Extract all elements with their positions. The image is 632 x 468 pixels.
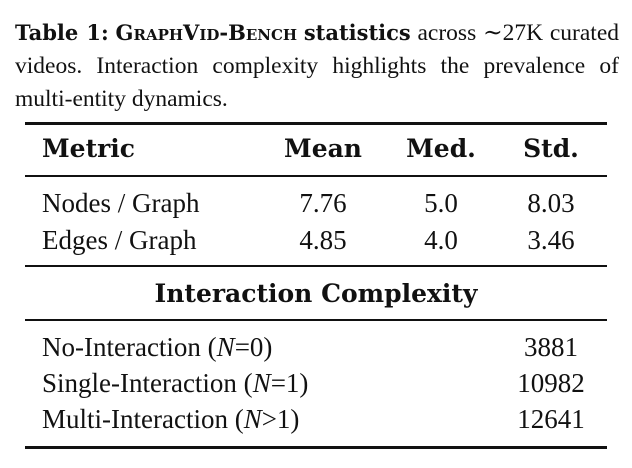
row-edges-std: 3.46	[527, 225, 575, 255]
row-multi-interaction-count: 12641	[517, 404, 585, 434]
caption-text: across ∼27K curated videos. Interaction …	[15, 20, 620, 112]
caption-emphasis: statistics	[303, 20, 411, 45]
header-std: Std.	[523, 134, 579, 163]
top-rule	[25, 122, 607, 125]
bottom-rule	[25, 446, 607, 449]
row-single-interaction-label: Single-Interaction (N=1)	[42, 368, 309, 398]
header-metric: Metric	[42, 134, 136, 163]
row-nodes-mean: 7.76	[299, 188, 347, 218]
header-median: Med.	[406, 134, 476, 163]
table-caption: Table 1: GraphVid-Bench statistics acros…	[15, 16, 619, 116]
section-rule-top	[25, 265, 607, 267]
row-edges-median: 4.0	[424, 225, 458, 255]
row-multi-interaction-label: Multi-Interaction (N>1)	[42, 404, 300, 434]
row-single-interaction-count: 10982	[517, 368, 585, 398]
row-no-interaction-count: 3881	[524, 332, 578, 362]
row-no-interaction-label: No-Interaction (N=0)	[42, 332, 273, 362]
header-mean: Mean	[284, 134, 362, 163]
row-edges-mean: 4.85	[299, 225, 347, 255]
row-nodes-median: 5.0	[424, 188, 458, 218]
row-nodes-metric: Nodes / Graph	[42, 188, 200, 218]
section-title: Interaction Complexity	[154, 279, 478, 308]
section-rule-bottom	[25, 319, 607, 321]
row-nodes-std: 8.03	[527, 188, 575, 218]
row-edges-metric: Edges / Graph	[42, 225, 197, 255]
caption-label: Table 1:	[15, 20, 109, 45]
header-rule	[25, 175, 607, 177]
benchmark-name: GraphVid-Bench	[115, 20, 298, 45]
